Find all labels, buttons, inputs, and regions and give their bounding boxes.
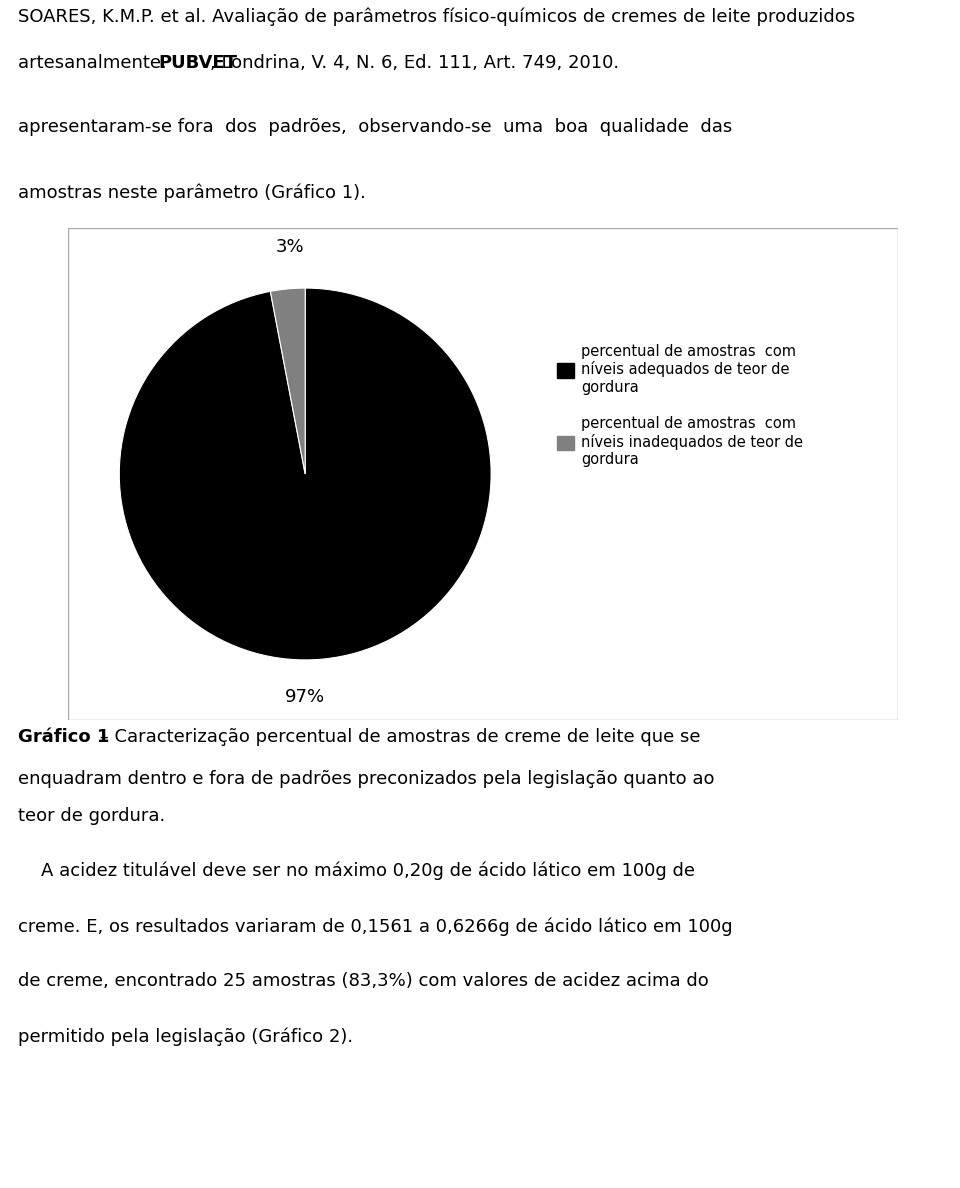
Text: 3%: 3% (276, 238, 304, 257)
Text: amostras neste parâmetro (Gráfico 1).: amostras neste parâmetro (Gráfico 1). (18, 184, 366, 202)
Text: PUBVET: PUBVET (157, 55, 237, 72)
FancyBboxPatch shape (68, 228, 898, 720)
Text: Gráfico 1: Gráfico 1 (18, 728, 109, 746)
Text: creme. E, os resultados variaram de 0,1561 a 0,6266g de ácido lático em 100g: creme. E, os resultados variaram de 0,15… (18, 917, 732, 935)
Wedge shape (119, 287, 492, 659)
Text: permitido pela legislação (Gráfico 2).: permitido pela legislação (Gráfico 2). (18, 1026, 353, 1045)
Wedge shape (271, 287, 305, 474)
Text: A acidez titulável deve ser no máximo 0,20g de ácido lático em 100g de: A acidez titulável deve ser no máximo 0,… (18, 862, 695, 880)
Text: artesanalmente.: artesanalmente. (18, 55, 173, 72)
Text: de creme, encontrado 25 amostras (83,3%) com valores de acidez acima do: de creme, encontrado 25 amostras (83,3%)… (18, 972, 708, 990)
Legend: percentual de amostras  com
níveis adequados de teor de
gordura, percentual de a: percentual de amostras com níveis adequa… (557, 343, 804, 467)
Text: teor de gordura.: teor de gordura. (18, 807, 165, 826)
Text: apresentaram-se fora  dos  padrões,  observando-se  uma  boa  qualidade  das: apresentaram-se fora dos padrões, observ… (18, 118, 732, 135)
Text: SOARES, K.M.P. et al. Avaliação de parâmetros físico-químicos de cremes de leite: SOARES, K.M.P. et al. Avaliação de parâm… (18, 8, 855, 26)
Text: enquadram dentro e fora de padrões preconizados pela legislação quanto ao: enquadram dentro e fora de padrões preco… (18, 770, 714, 788)
Text: – Caracterização percentual de amostras de creme de leite que se: – Caracterização percentual de amostras … (94, 728, 700, 746)
Text: , Londrina, V. 4, N. 6, Ed. 111, Art. 749, 2010.: , Londrina, V. 4, N. 6, Ed. 111, Art. 74… (210, 55, 619, 72)
Text: 97%: 97% (285, 688, 325, 706)
